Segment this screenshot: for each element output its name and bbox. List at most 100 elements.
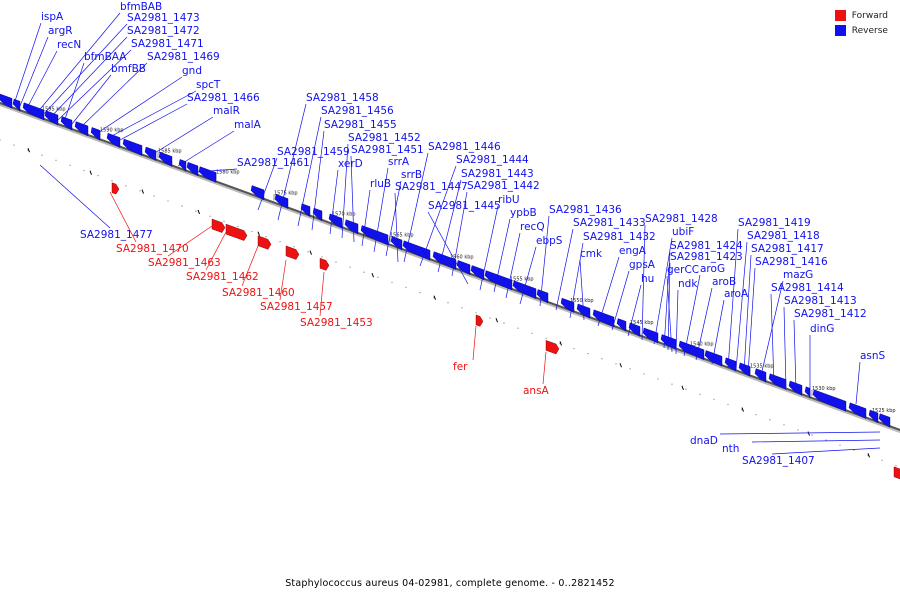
track-dot	[657, 378, 659, 380]
forward-gene-block-8	[893, 466, 900, 480]
leader-sa2981-1473	[41, 23, 128, 117]
reverse-gene-block-28	[536, 289, 549, 304]
leader-sa2981-1462	[205, 231, 227, 271]
reverse-gene-block-29	[560, 297, 575, 313]
reverse-gene-block-14	[250, 185, 265, 201]
track-dot	[671, 383, 673, 385]
gene-label-sa2981-1424: SA2981_1424	[670, 240, 743, 252]
leader-bfmbab	[35, 12, 121, 115]
leader-sa2981-1452	[341, 143, 349, 239]
reverse-gene-block-46	[868, 409, 879, 424]
leader-sa2981-1432	[569, 242, 584, 319]
reverse-gene-block-13	[198, 166, 217, 183]
reverse-gene-block-16	[300, 203, 311, 218]
track-dot	[223, 220, 225, 223]
leader-bmfbb	[71, 74, 112, 125]
track-mark	[741, 407, 744, 412]
track-dot	[307, 251, 309, 253]
legend-reverse: Reverse	[834, 23, 888, 38]
gene-label-hu: hu	[641, 273, 654, 285]
track-dot	[195, 210, 197, 212]
track-dot	[727, 403, 729, 406]
forward-gene-block-0	[111, 182, 120, 195]
gene-label-mala: malA	[234, 119, 262, 131]
legend: Forward Reverse	[834, 8, 888, 38]
gene-label-sa2981-1419: SA2981_1419	[738, 217, 811, 229]
forward-gene-block-7	[545, 340, 560, 355]
leader-sa2981-1469	[79, 62, 148, 129]
reverse-gene-block-3	[44, 110, 59, 126]
reverse-gene-block-23	[432, 251, 457, 270]
reverse-gene-block-17	[312, 207, 323, 222]
leader-srra	[373, 167, 389, 253]
leader-sa2981-1455	[311, 130, 325, 231]
gene-label-sa2981-1413: SA2981_1413	[784, 295, 857, 307]
track-dot	[447, 302, 449, 304]
gene-label-sa2981-1447: SA2981_1447	[395, 181, 468, 193]
leader-arob	[695, 287, 713, 361]
leader-sa2981-1444	[419, 165, 457, 267]
leader-sa2981-1445	[427, 211, 469, 285]
leader-sa2981-1436	[539, 215, 550, 307]
leader-srrb	[385, 180, 402, 257]
track-dot	[167, 200, 169, 202]
track-dot	[419, 291, 421, 294]
gene-label-arog: aroG	[700, 263, 725, 275]
tick-label-1525-kbp: 1525 kbp	[872, 408, 896, 414]
track-dot	[265, 235, 267, 238]
track-mark	[681, 385, 684, 390]
track-dot	[237, 225, 239, 228]
track-mark	[27, 147, 30, 153]
gene-label-sa2981-1466: SA2981_1466	[187, 92, 260, 104]
gene-label-enga: engA	[619, 245, 647, 257]
gene-label-bfmbab: bfmBAB	[120, 1, 162, 13]
track-dot	[587, 352, 589, 355]
gene-label-sa2981-1463: SA2981_1463	[148, 257, 221, 269]
gene-label-sa2981-1453: SA2981_1453	[300, 317, 373, 329]
leader-sa2981-1459	[257, 157, 278, 211]
gene-label-asns: asnS	[860, 350, 886, 362]
gene-label-xerd: xerD	[338, 158, 363, 170]
reverse-swatch	[834, 25, 846, 36]
leader-sa2981-1442	[451, 191, 468, 277]
track-dot	[349, 266, 351, 268]
track-dot	[811, 434, 813, 436]
leader-bfmbaa	[63, 62, 85, 123]
track-mark	[807, 431, 810, 436]
track-dot	[881, 459, 883, 462]
reverse-gene-block-20	[360, 225, 389, 246]
track-dot	[0, 139, 1, 141]
gene-label-recq: recQ	[520, 221, 545, 233]
forward-gene-block-6	[475, 314, 484, 327]
track-dot	[405, 286, 407, 289]
tick-label-1595-kbp: 1595 kbp	[42, 106, 66, 112]
track-dot	[377, 276, 379, 279]
gene-label-gercc: gerCC	[667, 264, 699, 276]
leader-ypbb	[493, 218, 511, 293]
gene-label-sa2981-1473: SA2981_1473	[127, 12, 200, 24]
gene-label-sa2981-1417: SA2981_1417	[751, 243, 824, 255]
forward-gene-block-1	[211, 218, 226, 233]
reverse-gene-block-5	[74, 121, 89, 137]
gene-label-sa2981-1455: SA2981_1455	[324, 119, 397, 131]
leader-mazg	[759, 280, 784, 381]
gene-label-spct: spcT	[196, 79, 221, 91]
leader-ansa	[542, 351, 547, 385]
leader-sa2981-1457	[279, 259, 287, 301]
leader-arog	[683, 274, 701, 357]
gene-label-ribu: ribU	[498, 194, 520, 206]
gene-label-ansa: ansA	[523, 385, 550, 397]
track-mark	[371, 272, 374, 278]
gene-label-cmk: cmk	[580, 248, 603, 260]
track-dot	[153, 195, 155, 197]
leader-fer	[472, 325, 477, 361]
tick-label-1540-kbp: 1540 kbp	[690, 342, 714, 348]
reverse-gene-block-8	[122, 138, 143, 156]
gene-label-srrb: srrB	[401, 169, 422, 181]
track-dot	[503, 322, 505, 324]
track-mark	[559, 341, 562, 346]
gene-label-sa2981-1428: SA2981_1428	[645, 213, 718, 225]
leader-recn	[25, 50, 58, 111]
legend-reverse-label: Reverse	[851, 25, 888, 36]
